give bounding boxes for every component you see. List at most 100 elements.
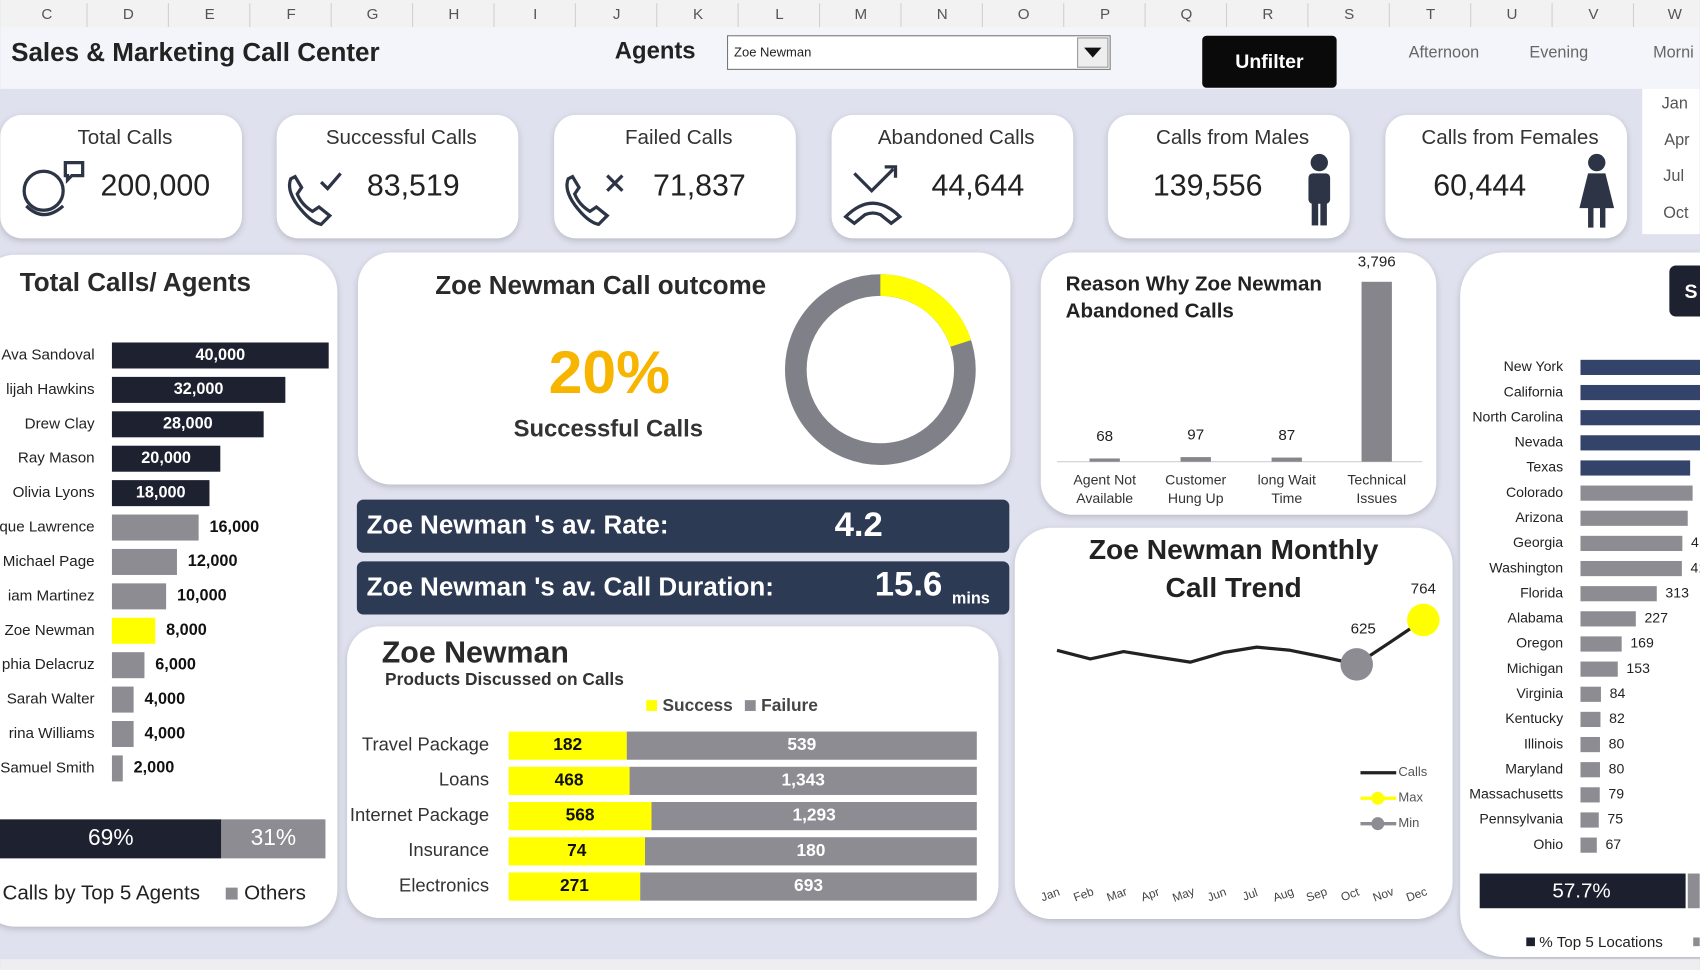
rate-value: 4.2 <box>835 506 883 544</box>
bar-value: 28,000 <box>163 415 213 433</box>
category-label: Technical Issues <box>1347 471 1407 507</box>
max-label: 764 <box>1411 581 1436 598</box>
bar-segment <box>508 802 652 831</box>
state-name: Georgia <box>1513 534 1563 550</box>
month-option[interactable]: Jan <box>1662 94 1688 112</box>
bar <box>1580 586 1657 602</box>
kpi-card <box>1107 114 1350 239</box>
bar <box>1089 458 1120 462</box>
column-letter: M <box>855 6 868 23</box>
legend-label: Success <box>663 695 733 715</box>
bar-value: 97 <box>1187 426 1204 443</box>
bar-value: 32,000 <box>174 380 224 398</box>
state-name: Illinois <box>1524 735 1563 751</box>
bar-value: 3,796 <box>1358 253 1396 270</box>
kpi-value: 83,519 <box>367 170 460 203</box>
share-value: 57.7% <box>1552 879 1610 902</box>
column-letter: E <box>205 6 215 23</box>
outcome-percent: 20% <box>549 338 670 406</box>
bar-value: 75 <box>1607 811 1623 827</box>
column-letter: J <box>613 6 621 23</box>
time-slicer[interactable]: Evening <box>1529 43 1588 61</box>
legend-label: Failure <box>761 695 818 715</box>
month-option[interactable]: Oct <box>1663 204 1689 222</box>
outcome-panel <box>357 252 1011 485</box>
month-label: Feb <box>1071 884 1095 904</box>
state-name: Nevada <box>1515 434 1564 450</box>
bar-value: 79 <box>1608 786 1624 802</box>
month-label: Nov <box>1371 884 1396 904</box>
agent-name: lijah Hawkins <box>6 381 95 398</box>
product-name: Loans <box>439 769 489 790</box>
legend-swatch <box>646 700 658 711</box>
time-slicer[interactable]: Morni <box>1653 43 1694 61</box>
legend-dot <box>1371 791 1385 805</box>
duration-bar <box>356 561 1010 615</box>
column-letter: N <box>937 6 948 23</box>
bar <box>111 548 177 575</box>
bar-value: 80 <box>1609 760 1625 776</box>
bar-value: 4,000 <box>144 724 185 742</box>
kpi-card <box>554 114 796 239</box>
unfilter-button[interactable] <box>1202 35 1337 88</box>
bar-value: 80 <box>1609 735 1625 751</box>
bar-value: 74 <box>567 840 587 860</box>
bar-value: 1,293 <box>792 805 836 825</box>
bar-value: 313 <box>1665 584 1689 600</box>
state-name: Virginia <box>1516 685 1563 701</box>
reasons-title-box: Reason Why Zoe Newman Abandoned Calls <box>1066 273 1322 323</box>
bar <box>1580 485 1693 501</box>
state-name: Massachusetts <box>1469 786 1563 802</box>
month-label: Aug <box>1271 884 1296 904</box>
agent-name: Ava Sandoval <box>1 346 94 363</box>
kpi-value: 44,644 <box>932 170 1025 203</box>
bar <box>1580 384 1700 401</box>
legend-label: Calls <box>1398 764 1427 779</box>
bar <box>111 480 210 507</box>
bar <box>1580 711 1601 728</box>
column-letter: G <box>367 6 379 23</box>
column-letter: P <box>1100 6 1110 23</box>
month-option[interactable]: Jul <box>1663 167 1684 185</box>
share-legend-swatch <box>225 887 238 900</box>
bar-value: 169 <box>1630 635 1654 651</box>
bar <box>1580 787 1600 803</box>
gender-icons <box>1308 153 1615 228</box>
dropdown-button[interactable] <box>1077 37 1109 68</box>
bar-value: 468 <box>555 769 584 789</box>
kpi-label: Calls from Females <box>1421 126 1598 149</box>
agent-name: que Lawrence <box>0 519 95 536</box>
bar <box>1580 661 1618 677</box>
bar <box>1580 460 1691 476</box>
month-label: Apr <box>1139 885 1161 905</box>
column-letter: C <box>41 6 52 23</box>
bar <box>1580 359 1700 375</box>
duration-unit: mins <box>952 590 990 608</box>
agent-name: Olivia Lyons <box>13 484 95 501</box>
state-name: Kentucky <box>1505 710 1564 726</box>
share-segment <box>0 819 222 859</box>
bar-value: 10,000 <box>177 587 227 605</box>
category-label-box: Agent Not Available <box>1073 471 1136 506</box>
duration-value: 15.6 <box>875 565 942 603</box>
share-label: 31% <box>251 824 297 850</box>
trend-title: Zoe Newman Monthly Call Trend <box>1088 533 1379 604</box>
month-label: Jun <box>1205 885 1228 905</box>
month-label: Jan <box>1039 885 1062 905</box>
share-rest <box>1687 873 1700 909</box>
bar-value: 539 <box>787 734 816 754</box>
agent-name: Samuel Smith <box>0 759 94 776</box>
month-option[interactable]: Apr <box>1664 131 1690 149</box>
states-button[interactable] <box>1669 265 1700 317</box>
bar <box>1580 736 1600 753</box>
max-marker <box>1407 603 1440 637</box>
bar-segment <box>508 837 646 866</box>
state-name: California <box>1504 383 1564 399</box>
agent-dropdown[interactable] <box>726 35 1111 70</box>
column-letter: L <box>775 6 783 23</box>
legend-swatch <box>1693 937 1700 947</box>
kpi-label: Successful Calls <box>326 126 477 149</box>
bar-value: 68 <box>1096 428 1113 445</box>
time-slicer[interactable]: Afternoon <box>1409 43 1479 61</box>
